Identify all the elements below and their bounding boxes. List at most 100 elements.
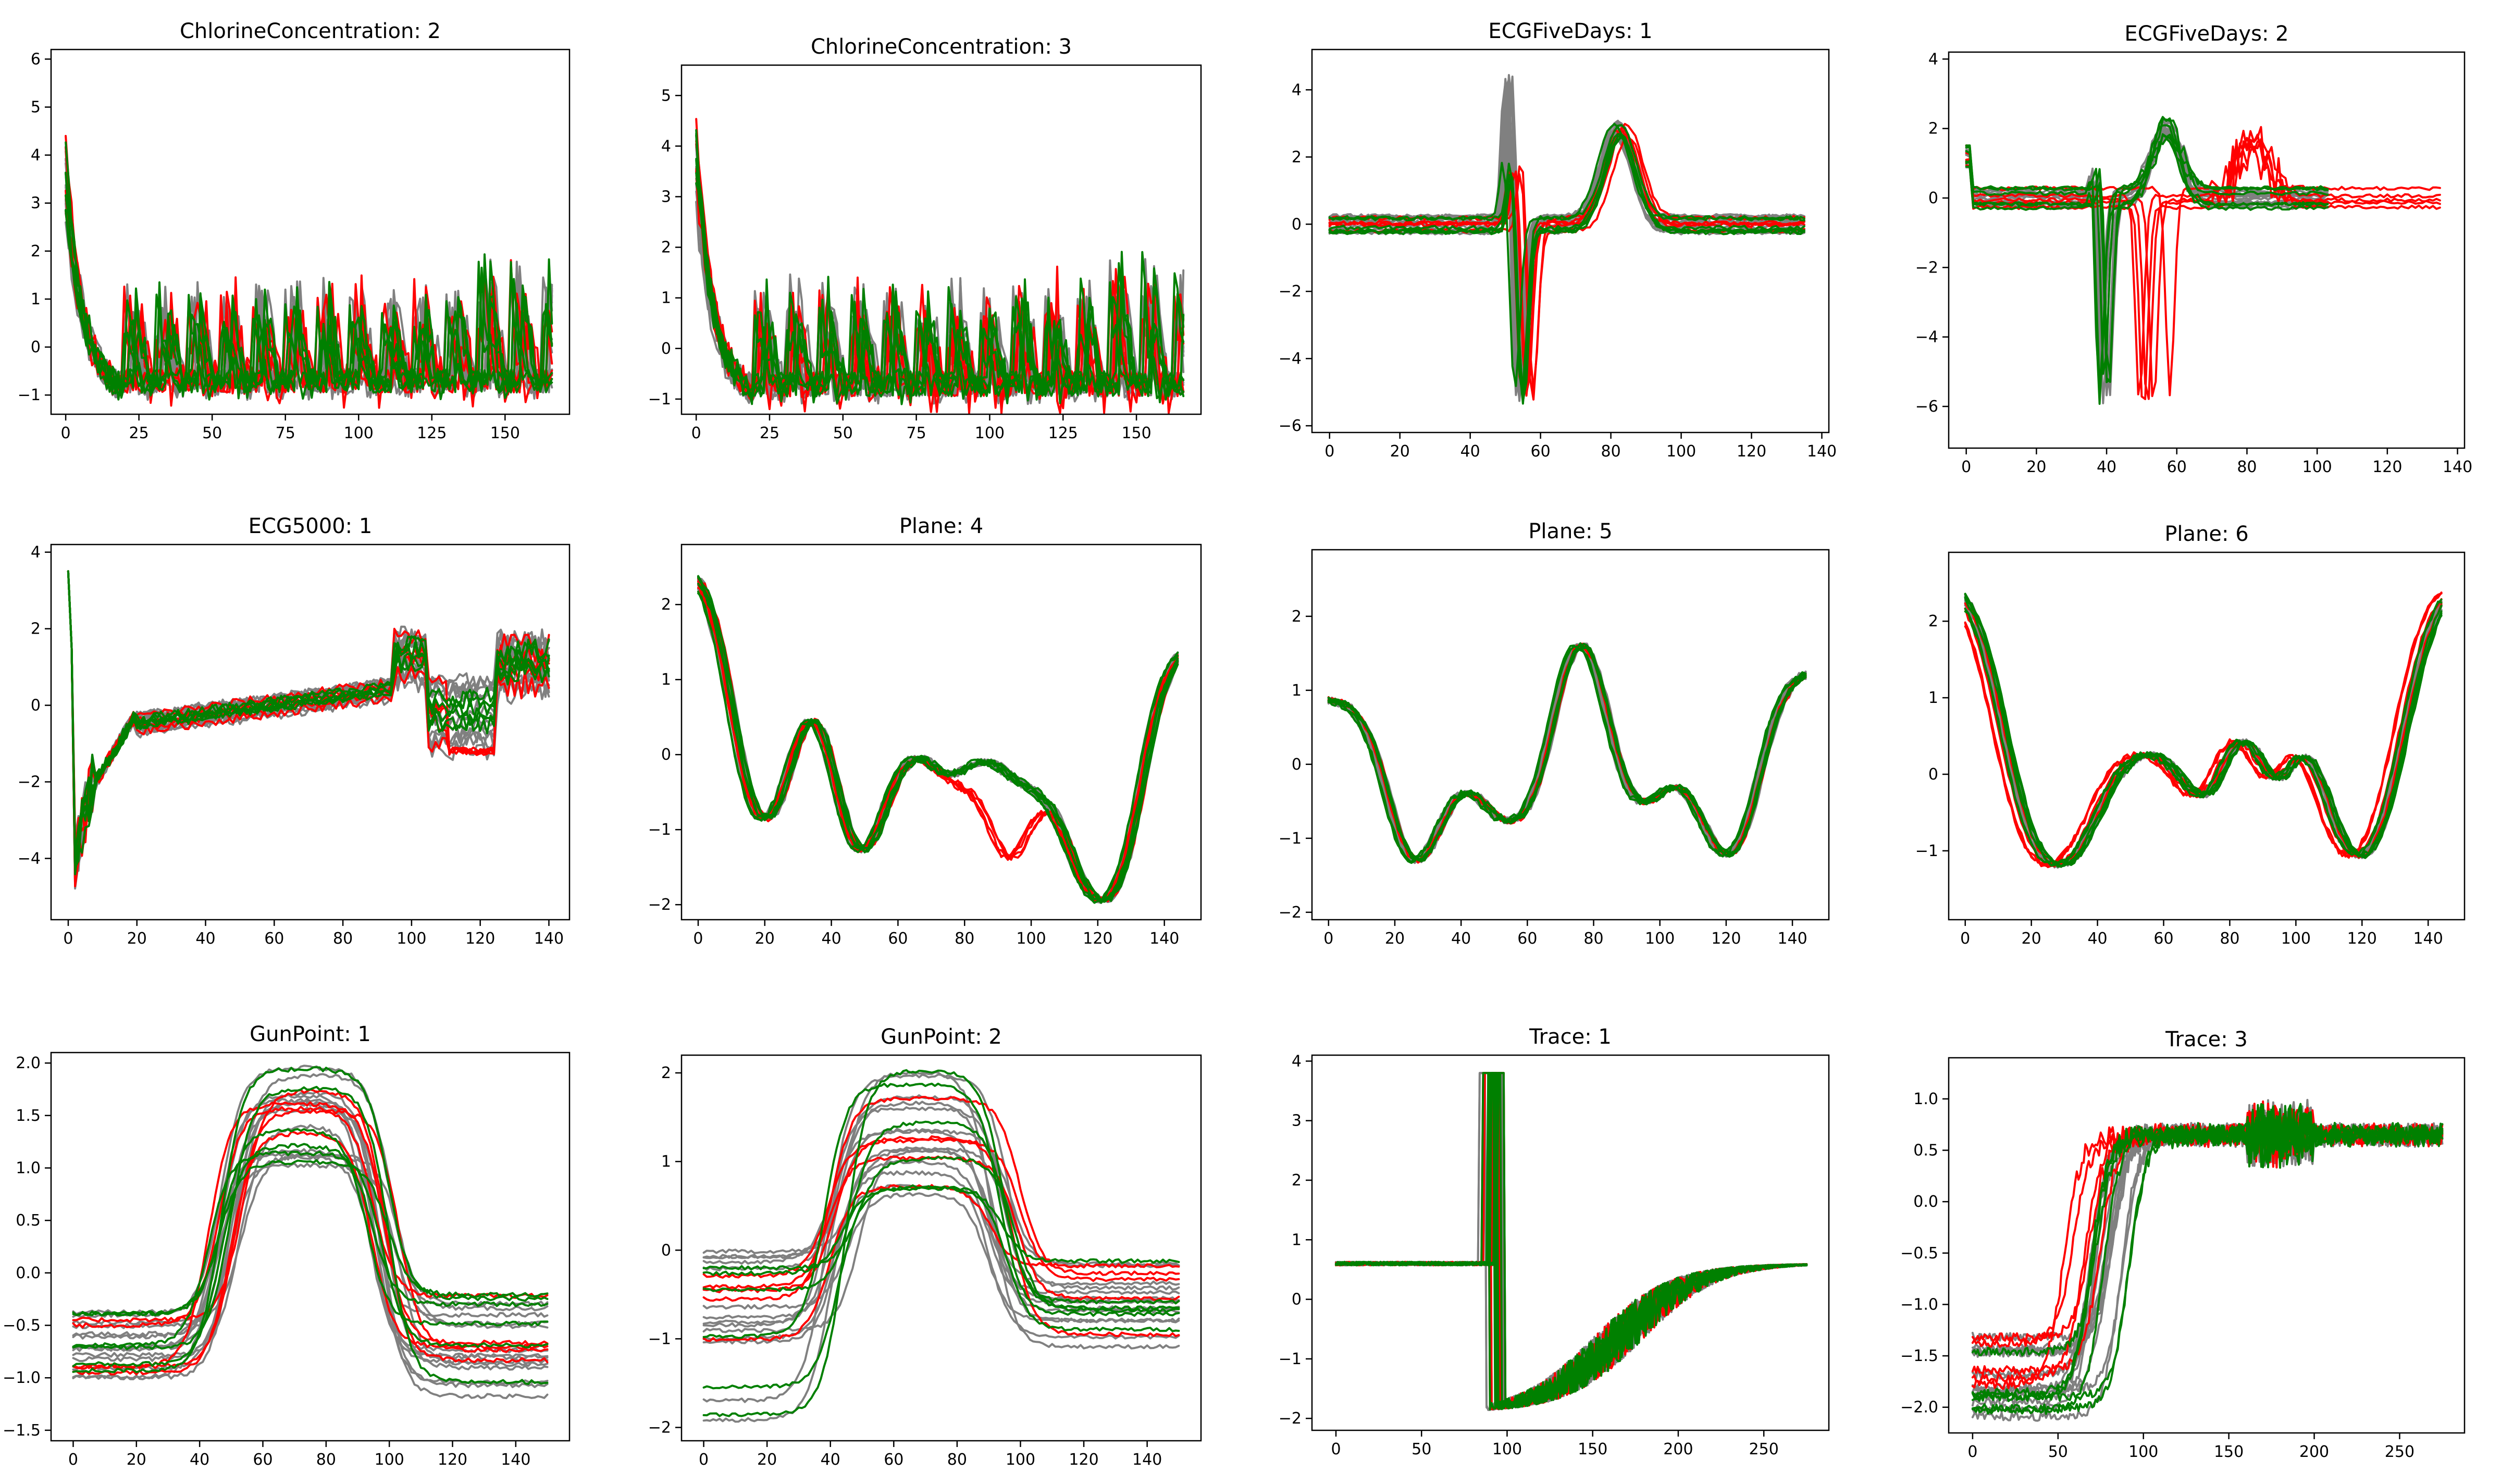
- y-tick-label: 1: [1928, 689, 1938, 707]
- x-tick-label: 50: [2048, 1443, 2068, 1461]
- x-tick-label: 40: [190, 1451, 209, 1469]
- series-line-green: [1965, 133, 2329, 383]
- y-tick-label: −1.5: [3, 1421, 41, 1440]
- series-group: [697, 575, 1179, 904]
- chart-title: ECGFiveDays: 2: [2124, 22, 2288, 46]
- series-line-gray: [702, 1192, 1180, 1324]
- y-tick-label: 1.0: [16, 1159, 41, 1177]
- axes-frame: [1311, 1054, 1830, 1431]
- series-line-gray: [697, 579, 1179, 902]
- y-tick-label: 2: [31, 620, 41, 638]
- x-tick-label: 0: [691, 424, 701, 442]
- y-tick-label: −4: [1279, 350, 1302, 368]
- x-tick-label: 20: [2026, 458, 2046, 476]
- series-line-red: [1328, 127, 1805, 397]
- y-tick-label: 4: [1292, 81, 1302, 99]
- y-tick-label: 1.0: [1913, 1090, 1938, 1108]
- series-line-gray: [1335, 1072, 1808, 1409]
- chart-title: GunPoint: 2: [881, 1025, 1002, 1049]
- x-tick-label: 40: [1460, 442, 1480, 461]
- x-tick-label: 100: [1492, 1440, 1522, 1458]
- x-tick-label: 120: [1069, 1451, 1098, 1469]
- series-line-red: [697, 587, 1179, 903]
- x-tick-label: 100: [1645, 930, 1675, 948]
- chart-panel-10: GunPoint: 2 0 20 40 60 80 100 120 140 −2 −1 0 1 2: [648, 1025, 1202, 1469]
- x-tick-label: 0: [1323, 930, 1333, 948]
- series-line-gray: [1335, 1072, 1808, 1408]
- x-tick-label: 140: [1807, 442, 1837, 461]
- x-tick-label: 150: [1121, 424, 1151, 442]
- series-line-green: [1965, 138, 2329, 405]
- series-line-red: [1965, 137, 2441, 398]
- x-tick-label: 40: [822, 930, 841, 948]
- series-line-green: [1335, 1072, 1808, 1411]
- series-line-red: [1965, 142, 2441, 400]
- series-line-red: [1328, 129, 1805, 390]
- y-tick-label: 5: [31, 98, 41, 117]
- series-group: [1965, 116, 2441, 405]
- series-line-green: [702, 1184, 1180, 1390]
- series-line-green: [702, 1120, 1180, 1311]
- series-line-green: [1965, 124, 2329, 391]
- y-tick-label: 0.5: [1913, 1142, 1938, 1160]
- x-tick-label: 100: [2128, 1443, 2158, 1461]
- series-line-green: [702, 1082, 1180, 1339]
- series-line-green: [67, 570, 550, 875]
- series-line-gray: [697, 579, 1179, 904]
- series-line-gray: [1335, 1072, 1808, 1410]
- series-line-gray: [697, 580, 1179, 902]
- x-tick-label: 140: [2443, 458, 2472, 476]
- y-tick-label: −1: [1279, 1350, 1302, 1368]
- x-tick-label: 120: [1737, 442, 1766, 461]
- series-line-green: [1327, 644, 1807, 862]
- axes-frame: [680, 64, 1202, 415]
- x-tick-label: 60: [253, 1451, 273, 1469]
- y-tick-label: 1: [1292, 682, 1302, 700]
- series-line-gray: [697, 582, 1179, 902]
- chart-title: GunPoint: 1: [250, 1022, 371, 1046]
- axes-frame: [1948, 1057, 2466, 1434]
- chart-title: ECG5000: 1: [249, 514, 373, 538]
- y-tick-label: 2: [1292, 608, 1302, 626]
- x-tick-label: 20: [1390, 442, 1410, 461]
- x-tick-label: 0: [1324, 442, 1334, 461]
- axes-frame: [50, 543, 571, 921]
- x-tick-label: 100: [1016, 930, 1046, 948]
- series-line-gray: [702, 1128, 1180, 1295]
- y-tick-label: 2: [1292, 148, 1302, 166]
- series-line-green: [72, 1085, 549, 1385]
- chart-title: ECGFiveDays: 1: [1488, 19, 1652, 43]
- series-line-green: [72, 1159, 549, 1317]
- y-tick-label: −1.0: [1900, 1295, 1938, 1314]
- x-tick-label: 250: [2385, 1443, 2415, 1461]
- y-tick-label: −2: [648, 1418, 671, 1437]
- x-tick-label: 250: [1749, 1440, 1779, 1458]
- series-line-gray: [697, 575, 1179, 902]
- y-tick-label: 0: [661, 1241, 671, 1259]
- series-line-red: [72, 1101, 549, 1370]
- series-line-gray: [1335, 1072, 1808, 1411]
- x-tick-label: 80: [2237, 458, 2257, 476]
- series-line-gray: [697, 579, 1179, 904]
- x-tick-label: 100: [2281, 930, 2311, 948]
- y-tick-label: −2.0: [1900, 1399, 1938, 1417]
- series-line-gray: [697, 579, 1179, 904]
- y-tick-label: 2: [661, 239, 671, 257]
- series-line-red: [1965, 139, 2441, 400]
- axes-frame: [50, 48, 571, 415]
- x-tick-label: 60: [1531, 442, 1551, 461]
- x-tick-label: 100: [1666, 442, 1696, 461]
- x-tick-label: 120: [2347, 930, 2377, 948]
- x-tick-label: 40: [1451, 930, 1471, 948]
- series-line-green: [702, 1069, 1180, 1417]
- chart-panel-3: ECGFiveDays: 1 0 20 40 60 80 100 120 140 −6 −4 −2 0 2…: [1279, 19, 1837, 461]
- series-line-green: [72, 1143, 549, 1367]
- series-line-red: [1335, 1072, 1808, 1411]
- series-line-green: [1971, 1108, 2444, 1398]
- x-tick-label: 100: [2302, 458, 2332, 476]
- series-group: [72, 1065, 549, 1400]
- x-tick-label: 50: [1412, 1440, 1431, 1458]
- series-group: [1328, 74, 1805, 405]
- x-tick-label: 20: [127, 930, 147, 948]
- x-tick-label: 140: [2413, 930, 2443, 948]
